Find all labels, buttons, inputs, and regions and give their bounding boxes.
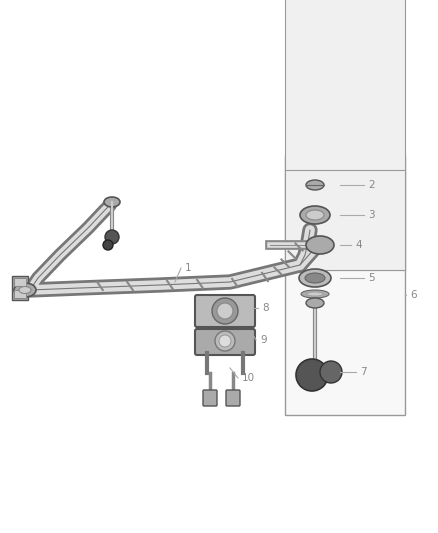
Ellipse shape: [306, 298, 324, 308]
Ellipse shape: [307, 292, 323, 296]
Ellipse shape: [299, 269, 331, 287]
Circle shape: [217, 303, 233, 319]
Text: 5: 5: [368, 273, 374, 283]
Bar: [14, 290, 26, 298]
Ellipse shape: [14, 283, 36, 297]
Text: 1: 1: [185, 263, 192, 273]
Ellipse shape: [104, 197, 120, 207]
Ellipse shape: [306, 236, 334, 254]
Bar: [14, 278, 26, 286]
Text: 10: 10: [242, 373, 255, 383]
Circle shape: [105, 230, 119, 244]
Ellipse shape: [305, 273, 325, 283]
Circle shape: [320, 361, 342, 383]
FancyBboxPatch shape: [203, 390, 217, 406]
FancyBboxPatch shape: [226, 390, 240, 406]
FancyBboxPatch shape: [195, 329, 255, 355]
Bar: [285, 155, 405, 415]
Ellipse shape: [306, 180, 324, 190]
Ellipse shape: [301, 290, 329, 298]
Bar: [285, 170, 405, 270]
Circle shape: [219, 335, 231, 347]
Text: 7: 7: [360, 367, 367, 377]
FancyBboxPatch shape: [195, 295, 255, 327]
Circle shape: [103, 240, 113, 250]
Ellipse shape: [300, 206, 330, 224]
Ellipse shape: [19, 287, 31, 294]
Text: 4: 4: [355, 240, 362, 250]
Bar: [285, 0, 405, 270]
Text: 6: 6: [410, 290, 417, 300]
Text: 9: 9: [260, 335, 267, 345]
Ellipse shape: [306, 210, 324, 220]
Circle shape: [215, 331, 235, 351]
Circle shape: [212, 298, 238, 324]
Text: 3: 3: [368, 210, 374, 220]
Text: 2: 2: [368, 180, 374, 190]
Text: 8: 8: [262, 303, 268, 313]
Circle shape: [296, 359, 328, 391]
Bar: [12, 276, 28, 300]
